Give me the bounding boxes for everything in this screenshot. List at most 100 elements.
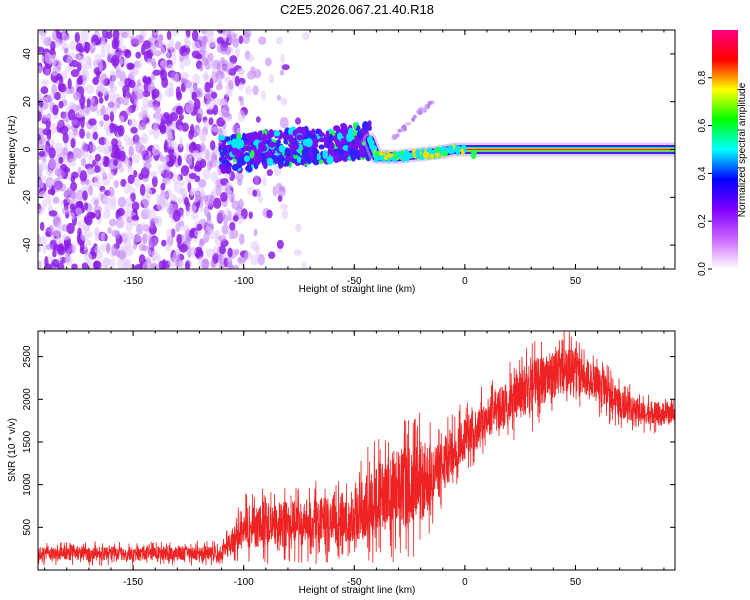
spectrogram-blob bbox=[58, 156, 64, 165]
spectrogram-signal-blob bbox=[238, 139, 245, 149]
spectrogram-blob bbox=[279, 117, 289, 129]
spectrogram-blob bbox=[142, 114, 148, 121]
snr-y-axis-title: SNR (10 * v/v) bbox=[7, 418, 18, 482]
spectrogram-blob bbox=[178, 114, 184, 121]
spectrogram-blob bbox=[217, 127, 223, 137]
spectrogram-blob bbox=[213, 98, 222, 107]
spectrogram-signal-blob bbox=[346, 132, 353, 141]
spectrogram-signal-blob bbox=[257, 130, 263, 139]
spectrogram-blob bbox=[58, 254, 63, 262]
spectrogram-signal-blob bbox=[231, 138, 238, 148]
spectrogram-blob bbox=[149, 219, 154, 229]
spectrogram-blob bbox=[210, 91, 218, 99]
spectrogram-blob bbox=[237, 256, 247, 264]
spectrogram-blob bbox=[44, 51, 52, 64]
spectrogram-blob bbox=[77, 55, 86, 64]
spectrogram-blob bbox=[216, 117, 226, 127]
spectrogram-blob bbox=[82, 142, 88, 153]
spectrogram-blob bbox=[58, 100, 64, 109]
spectrogram-signal-blob bbox=[301, 148, 310, 158]
spectrogram-blob bbox=[188, 129, 194, 140]
spectrogram-x-tick-label: -100 bbox=[234, 276, 254, 287]
spectrogram-blob bbox=[150, 170, 158, 178]
spectrogram-blob bbox=[246, 54, 255, 63]
spectrogram-blob bbox=[79, 170, 88, 182]
spectrogram-blob bbox=[172, 209, 181, 222]
spectrogram-blob bbox=[250, 254, 259, 266]
spectrogram-blob bbox=[207, 37, 217, 48]
spectrogram-signal-blob bbox=[322, 150, 328, 160]
spectrogram-blob bbox=[80, 102, 85, 110]
spectrogram-blob bbox=[162, 112, 170, 119]
spectrogram-blob bbox=[46, 94, 54, 103]
spectrogram-blob bbox=[140, 166, 150, 179]
spectrogram-blob bbox=[87, 167, 93, 176]
spectrogram-blob bbox=[55, 236, 62, 245]
spectrogram-signal-blob bbox=[254, 139, 260, 147]
spectrogram-signal-blob bbox=[261, 152, 267, 162]
spectrogram-blob bbox=[120, 69, 126, 77]
spectrogram-blob bbox=[70, 118, 78, 126]
spectrogram-blob bbox=[75, 42, 83, 52]
snr-x-axis-title: Height of straight line (km) bbox=[299, 585, 416, 596]
colorbar-tick-label: 0.8 bbox=[697, 70, 708, 84]
spectrogram-blob bbox=[40, 31, 47, 43]
spectrogram-blob bbox=[50, 122, 57, 135]
spectrogram-blob bbox=[215, 229, 220, 240]
spectrogram-blob bbox=[67, 102, 77, 112]
spectrogram-blob bbox=[139, 243, 146, 252]
spectrogram-blob bbox=[41, 114, 48, 122]
spectrogram-blob bbox=[165, 169, 172, 181]
spectrogram-signal-blob bbox=[296, 134, 304, 141]
colorbar-gradient bbox=[712, 30, 738, 269]
spectrogram-blob bbox=[107, 186, 115, 197]
spectrogram-signal-blob bbox=[243, 155, 251, 163]
spectrogram-blob bbox=[48, 158, 58, 170]
spectrogram-spur-blob bbox=[407, 121, 412, 126]
spectrogram-spur-blob bbox=[412, 114, 417, 119]
spectrogram-blob bbox=[125, 220, 133, 233]
spectrogram-blob bbox=[272, 185, 278, 197]
spectrogram-blob bbox=[135, 51, 142, 59]
spectrogram-blob bbox=[187, 248, 197, 255]
spectrogram-blob bbox=[66, 222, 75, 235]
spectrogram-blob bbox=[38, 235, 47, 245]
spectrogram-blob bbox=[150, 43, 157, 55]
colorbar-tick-label: 0.2 bbox=[697, 214, 708, 228]
spectrogram-blob bbox=[201, 57, 209, 66]
spectrogram-blob bbox=[134, 234, 142, 243]
spectrogram-blob bbox=[47, 188, 56, 195]
spectrogram-blob bbox=[255, 245, 261, 257]
spectrogram-blob bbox=[200, 131, 207, 144]
spectrogram-blob bbox=[152, 69, 162, 76]
spectrogram-blob bbox=[221, 224, 229, 235]
spectrogram-blob bbox=[199, 64, 204, 72]
spectrogram-blob bbox=[139, 222, 148, 232]
spectrogram-signal-blob bbox=[273, 130, 281, 137]
spectrogram-blob bbox=[204, 81, 211, 93]
spectrogram-band-blob bbox=[422, 151, 428, 159]
spectrogram-blob bbox=[219, 47, 228, 55]
spectrogram-blob bbox=[86, 211, 95, 219]
spectrogram-blob bbox=[191, 150, 200, 160]
spectrogram-blob bbox=[111, 244, 118, 256]
spectrogram-blob bbox=[180, 179, 185, 187]
spectrogram-blob bbox=[96, 69, 101, 79]
spectrogram-blob bbox=[103, 194, 109, 206]
spectrogram-blob bbox=[94, 246, 100, 254]
spectrogram-blob bbox=[184, 103, 193, 110]
spectrogram-blob bbox=[93, 199, 99, 207]
spectrogram-blob bbox=[113, 180, 119, 189]
spectrogram-signal-blob bbox=[354, 150, 360, 160]
snr-axes: -150 -100 -50 0 50 500 1000 1500 2000 2500 bbox=[22, 331, 675, 588]
snr-series-line bbox=[38, 331, 675, 566]
spectrogram-blob bbox=[246, 70, 256, 80]
spectrogram-blob bbox=[176, 233, 183, 245]
snr-x-tick-label: 0 bbox=[462, 577, 468, 588]
snr-x-tick-label: -150 bbox=[123, 577, 143, 588]
snr-content bbox=[38, 331, 675, 566]
spectrogram-signal-blob bbox=[231, 163, 239, 172]
spectrogram-blob bbox=[245, 85, 253, 96]
spectrogram-blob bbox=[126, 216, 133, 223]
spectrogram-signal-blob bbox=[348, 147, 356, 157]
